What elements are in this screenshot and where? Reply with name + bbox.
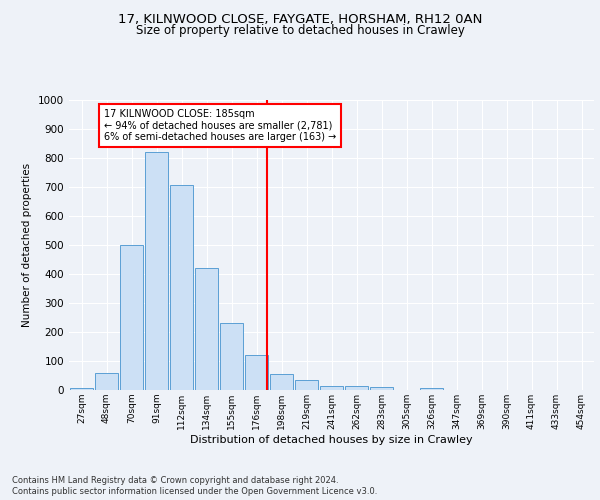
Bar: [320, 386, 343, 390]
Bar: [269, 374, 293, 390]
Text: 17, KILNWOOD CLOSE, FAYGATE, HORSHAM, RH12 0AN: 17, KILNWOOD CLOSE, FAYGATE, HORSHAM, RH…: [118, 12, 482, 26]
Bar: [194, 268, 218, 390]
Text: Size of property relative to detached houses in Crawley: Size of property relative to detached ho…: [136, 24, 464, 37]
Bar: [145, 152, 169, 390]
Bar: [344, 386, 368, 390]
Bar: [95, 372, 118, 390]
Y-axis label: Number of detached properties: Number of detached properties: [22, 163, 32, 327]
Bar: [245, 355, 268, 390]
Bar: [220, 324, 244, 390]
Text: Contains public sector information licensed under the Open Government Licence v3: Contains public sector information licen…: [12, 487, 377, 496]
Text: 17 KILNWOOD CLOSE: 185sqm
← 94% of detached houses are smaller (2,781)
6% of sem: 17 KILNWOOD CLOSE: 185sqm ← 94% of detac…: [104, 108, 336, 142]
Bar: [119, 245, 143, 390]
Bar: [70, 388, 94, 390]
Bar: [295, 380, 319, 390]
X-axis label: Distribution of detached houses by size in Crawley: Distribution of detached houses by size …: [190, 434, 473, 444]
Bar: [370, 387, 394, 390]
Bar: [170, 185, 193, 390]
Bar: [419, 388, 443, 390]
Text: Contains HM Land Registry data © Crown copyright and database right 2024.: Contains HM Land Registry data © Crown c…: [12, 476, 338, 485]
